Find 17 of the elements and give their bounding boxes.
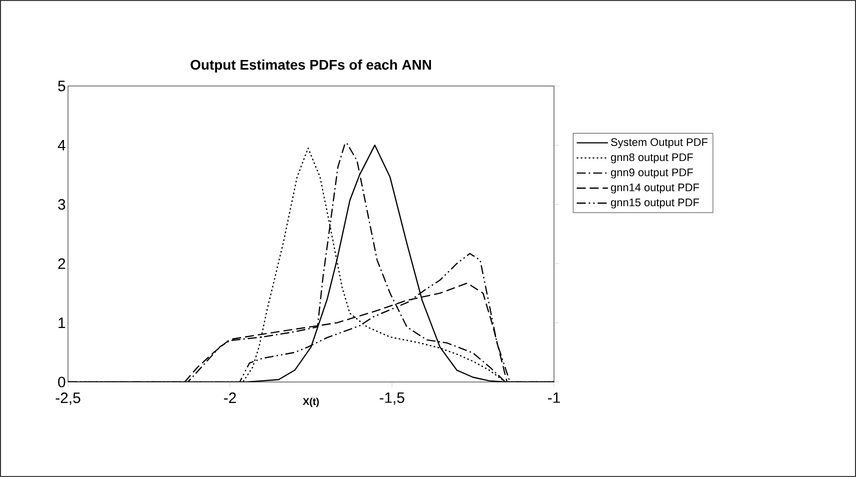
chart-title: Output Estimates PDFs of each ANN xyxy=(190,60,431,72)
x-axis-title: X(t) xyxy=(302,398,319,407)
legend-label: System Output PDF xyxy=(611,138,708,148)
legend-label: gnn9 output PDF xyxy=(610,168,693,178)
y-tick-label: 4 xyxy=(58,140,66,150)
x-tick-label: -2,5 xyxy=(56,392,80,405)
y-tick-label: 2 xyxy=(58,258,66,269)
x-tick-label: -1 xyxy=(548,392,560,403)
legend-label: gnn15 output PDF xyxy=(610,198,700,208)
x-tick-label: -2 xyxy=(224,392,236,403)
y-tick-label: 3 xyxy=(58,199,66,210)
x-tick-label: -1,5 xyxy=(380,392,404,405)
y-tick-label: 5 xyxy=(58,80,66,92)
legend-label: gnn8 output PDF xyxy=(610,153,693,164)
y-tick-label: 1 xyxy=(58,318,66,328)
y-tick-label: 0 xyxy=(58,376,66,388)
legend-label: gnn14 output PDF xyxy=(610,184,700,194)
